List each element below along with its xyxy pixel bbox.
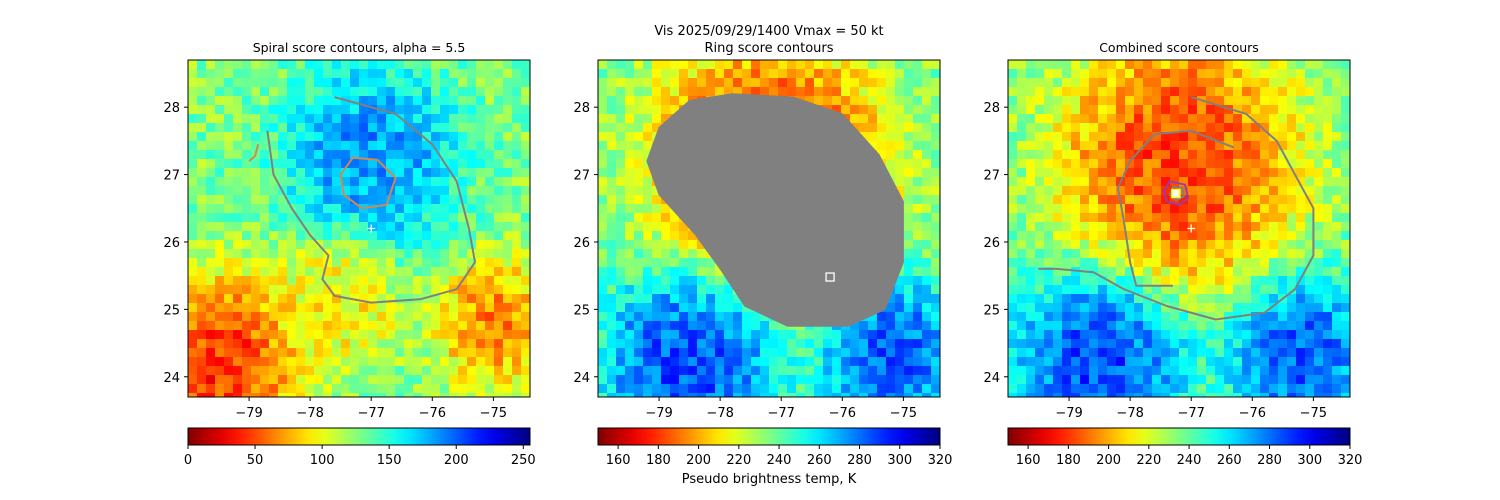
colorbar-tick-label: 200 xyxy=(444,453,469,468)
colorbar-gradient xyxy=(187,427,531,446)
x-tick-label: −77 xyxy=(357,406,384,421)
colorbar-tick-label: 160 xyxy=(1016,453,1041,468)
combined-inner-contour xyxy=(1116,129,1235,287)
satellite-image xyxy=(188,60,530,397)
x-tick-label: −79 xyxy=(645,406,672,421)
x-tick-label: −79 xyxy=(1055,406,1082,421)
x-tick-label: −78 xyxy=(706,406,733,421)
y-tick-label: 25 xyxy=(983,303,1000,318)
spiral-arm-contour xyxy=(266,96,476,304)
colorbar-gradient xyxy=(1007,427,1351,446)
x-tick-label: −79 xyxy=(235,406,262,421)
y-tick-label: 27 xyxy=(983,169,1000,184)
colorbar-tick-label: 280 xyxy=(1257,453,1282,468)
axes-frame xyxy=(597,59,941,398)
y-tick-label: 27 xyxy=(573,169,590,184)
colorbar-tick-label: 160 xyxy=(606,453,631,468)
colorbar-tick-label: 320 xyxy=(1338,453,1363,468)
y-tick-label: 28 xyxy=(163,101,180,116)
colorbar-tick-label: 260 xyxy=(807,453,832,468)
colorbar-tick-label: 300 xyxy=(1297,453,1322,468)
y-tick-label: 28 xyxy=(573,101,590,116)
y-tick-label: 24 xyxy=(983,371,1000,386)
ring-center-marker xyxy=(825,272,835,282)
y-tick-label: 26 xyxy=(983,236,1000,251)
colorbar-tick-label: 180 xyxy=(1056,453,1081,468)
axes-frame xyxy=(187,59,531,398)
panel-title-ring: Ring score contours xyxy=(704,41,833,56)
panel-title: Combined score contours xyxy=(1099,40,1259,55)
colorbar-tick-label: 240 xyxy=(767,453,792,468)
colorbar: 160 180 200 220 240 260 280 300 320 Pseudo bright… xyxy=(597,427,953,487)
colorbar-tick-label: 300 xyxy=(887,453,912,468)
x-tick-label: −76 xyxy=(419,406,446,421)
x-tick-label: −75 xyxy=(480,406,507,421)
combined-center-marker xyxy=(1171,188,1181,199)
x-tick-label: −77 xyxy=(1177,406,1204,421)
y-tick-label: 25 xyxy=(163,303,180,318)
x-tick-label: −76 xyxy=(1239,406,1266,421)
x-tick-label: −78 xyxy=(1116,406,1143,421)
colorbar: 0 50 100 150 200 250 xyxy=(184,427,536,468)
x-tick-label: −75 xyxy=(1300,406,1327,421)
x-tick-label: −75 xyxy=(890,406,917,421)
colorbar-tick-label: 280 xyxy=(847,453,872,468)
axes-frame xyxy=(1007,59,1351,398)
colorbar-tick-label: 100 xyxy=(310,453,335,468)
panel-2: −79 −78 −77 −76 −75 24 25 26 27 28 160 180 200 220 240… xyxy=(573,59,953,487)
small-arc-contour xyxy=(248,144,260,162)
x-tick-label: −77 xyxy=(767,406,794,421)
first-guess-center-marker xyxy=(367,224,376,233)
combined-outer-contour xyxy=(1038,96,1315,321)
y-tick-label: 24 xyxy=(163,371,180,386)
panel-1: Spiral score contours, alpha = 5.5 −79 −78… xyxy=(163,40,535,468)
colorbar-tick-label: 180 xyxy=(646,453,671,468)
y-tick-label: 26 xyxy=(163,236,180,251)
x-tick-label: −78 xyxy=(296,406,323,421)
colorbar-gradient xyxy=(597,427,941,446)
combined-center-contour xyxy=(1162,180,1190,206)
y-tick-label: 26 xyxy=(573,236,590,251)
y-tick-label: 28 xyxy=(983,101,1000,116)
ring-score-region xyxy=(646,93,904,327)
panel-3: Combined score contours −79 −78 −77 −76 −75 24… xyxy=(983,40,1362,468)
colorbar-tick-label: 0 xyxy=(184,453,192,468)
y-tick-label: 27 xyxy=(163,169,180,184)
colorbar-tick-label: 200 xyxy=(1096,453,1121,468)
colorbar-tick-label: 220 xyxy=(726,453,751,468)
eye-contour xyxy=(339,156,397,210)
panels: Spiral score contours, alpha = 5.5 −79 −78… xyxy=(163,40,1362,487)
satellite-image xyxy=(1008,60,1350,397)
colorbar: 160 180 200 220 240 260 280 300 320 xyxy=(1007,427,1363,468)
colorbar-tick-label: 150 xyxy=(377,453,402,468)
suptitle: Vis 2025/09/29/1400 Vmax = 50 kt xyxy=(654,24,883,39)
first-guess-center-marker xyxy=(1187,224,1196,233)
y-tick-label: 24 xyxy=(573,371,590,386)
colorbar-tick-label: 50 xyxy=(247,453,264,468)
colorbar-tick-label: 260 xyxy=(1217,453,1242,468)
colorbar-tick-label: 250 xyxy=(511,453,536,468)
y-tick-label: 25 xyxy=(573,303,590,318)
colorbar-label: Pseudo brightness temp, K xyxy=(682,472,857,487)
colorbar-tick-label: 220 xyxy=(1136,453,1161,468)
colorbar-tick-label: 240 xyxy=(1177,453,1202,468)
x-tick-label: −76 xyxy=(829,406,856,421)
colorbar-tick-label: 200 xyxy=(686,453,711,468)
colorbar-tick-label: 320 xyxy=(928,453,953,468)
panel-title: Spiral score contours, alpha = 5.5 xyxy=(253,40,466,55)
